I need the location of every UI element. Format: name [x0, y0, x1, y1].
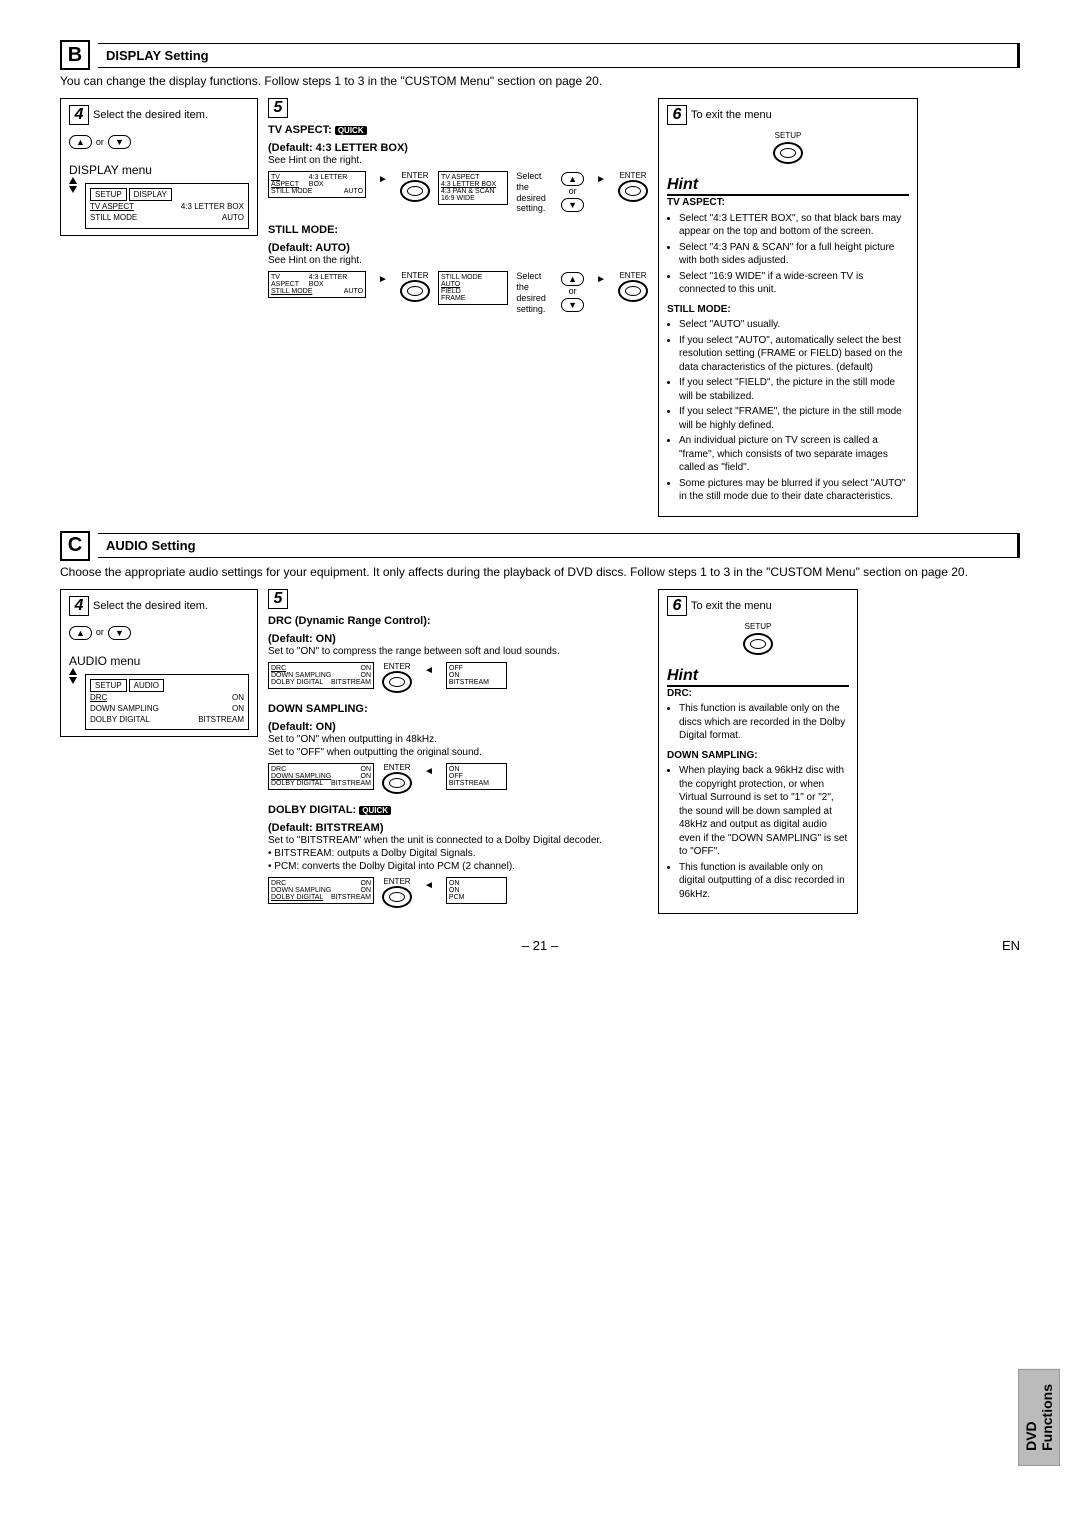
- step4c-text: Select the desired item.: [93, 600, 208, 612]
- arrow-left-icon: [420, 877, 438, 891]
- hint-title-c: Hint: [667, 667, 698, 685]
- section-title-c: AUDIO Setting: [98, 533, 1020, 558]
- hint-box-b: Hint TV ASPECT: Select "4:3 LETTER BOX",…: [658, 170, 918, 517]
- enter-button-icon: [382, 886, 412, 908]
- step4c-num: 4: [69, 596, 89, 616]
- step6-text: To exit the menu: [691, 109, 772, 121]
- section-title-b: DISPLAY Setting: [98, 43, 1020, 68]
- step5-num: 5: [268, 98, 288, 118]
- down-icon: ▼: [108, 626, 131, 640]
- step4-box: 4 Select the desired item. ▲ or ▼ DISPLA…: [60, 98, 258, 236]
- step4-text: Select the desired item.: [93, 109, 208, 121]
- step6c-num: 6: [667, 596, 687, 616]
- dolby-block: DOLBY DIGITAL: QUICK (Default: BITSTREAM…: [268, 804, 648, 908]
- enter-button-icon: [382, 772, 412, 794]
- display-menu-title: DISPLAY menu: [69, 163, 249, 177]
- quick-badge: QUICK: [335, 126, 367, 135]
- section-b-columns: 4 Select the desired item. ▲ or ▼ DISPLA…: [60, 98, 1020, 517]
- still-mode-menu: TV ASPECT4:3 LETTER BOX STILL MODEAUTO: [268, 271, 366, 298]
- down-icon: ▼: [108, 135, 131, 149]
- quick-badge: QUICK: [359, 806, 391, 815]
- step5-col: 5 TV ASPECT: QUICK (Default: 4:3 LETTER …: [268, 98, 648, 324]
- updown-icon: [69, 668, 77, 684]
- section-letter-c: C: [60, 531, 90, 561]
- dolby-options: ON ON PCM: [446, 877, 507, 904]
- drc-menu: DRCON DOWN SAMPLINGON DOLBY DIGITALBITST…: [268, 662, 374, 689]
- drc-options: OFF ON BITSTREAM: [446, 662, 507, 689]
- page-en: EN: [1002, 938, 1020, 953]
- arrow-right-icon: [592, 271, 610, 285]
- down-icon: ▼: [561, 198, 584, 212]
- down-menu: DRCON DOWN SAMPLINGON DOLBY DIGITALBITST…: [268, 763, 374, 790]
- still-mode-options: STILL MODE AUTO FIELD FRAME: [438, 271, 508, 305]
- enter-button-icon: [618, 280, 648, 302]
- drc-block: DRC (Dynamic Range Control): (Default: O…: [268, 615, 648, 693]
- step6c-hint-col: 6 To exit the menu SETUP Hint DRC: This …: [658, 589, 858, 915]
- step5c-col: 5 DRC (Dynamic Range Control): (Default:…: [268, 589, 648, 918]
- section-c-header: C AUDIO Setting: [60, 531, 1020, 561]
- section-c-intro: Choose the appropriate audio settings fo…: [60, 565, 1020, 579]
- enter-button-icon: [382, 671, 412, 693]
- or-label: or: [96, 137, 104, 148]
- step6-hint-col: 6 To exit the menu SETUP Hint TV ASPECT:…: [658, 98, 918, 517]
- arrow-left-icon: [420, 763, 438, 777]
- tv-aspect-menu: TV ASPECT4:3 LETTER BOX STILL MODEAUTO: [268, 171, 366, 198]
- dolby-menu: DRCON DOWN SAMPLINGON DOLBY DIGITALBITST…: [268, 877, 374, 904]
- step4-num: 4: [69, 105, 89, 125]
- hint-title: Hint: [667, 176, 698, 194]
- audio-menu-title: AUDIO menu: [69, 654, 249, 668]
- enter-button-icon: [400, 180, 430, 202]
- step6-box: 6 To exit the menu SETUP: [658, 98, 918, 170]
- step4c-box: 4 Select the desired item. ▲ or ▼ AUDIO …: [60, 589, 258, 738]
- down-options: ON OFF BITSTREAM: [446, 763, 507, 790]
- arrow-right-icon: [374, 271, 392, 285]
- updown-icon: [69, 177, 77, 193]
- display-menu: SETUPDISPLAY TV ASPECT4:3 LETTER BOX STI…: [85, 183, 249, 229]
- tv-aspect-block: TV ASPECT: QUICK (Default: 4:3 LETTER BO…: [268, 124, 648, 214]
- up-icon: ▲: [561, 272, 584, 286]
- arrow-left-icon: [420, 662, 438, 676]
- or-label: or: [96, 627, 104, 638]
- up-icon: ▲: [561, 172, 584, 186]
- enter-button-icon: [400, 280, 430, 302]
- audio-menu: SETUPAUDIO DRCON DOWN SAMPLINGON DOLBY D…: [85, 674, 249, 731]
- section-c-columns: 4 Select the desired item. ▲ or ▼ AUDIO …: [60, 589, 1020, 918]
- page-footer: – 21 – EN: [60, 938, 1020, 953]
- side-tab: DVD Functions: [1018, 1369, 1060, 1466]
- section-b-header: B DISPLAY Setting: [60, 40, 1020, 70]
- down-block: DOWN SAMPLING: (Default: ON) Set to "ON"…: [268, 703, 648, 794]
- tv-aspect-options: TV ASPECT 4:3 LETTER BOX 4:3 PAN & SCAN …: [438, 171, 508, 205]
- page-number: – 21 –: [522, 938, 558, 953]
- step6c-box: 6 To exit the menu SETUP: [658, 589, 858, 661]
- up-icon: ▲: [69, 135, 92, 149]
- still-mode-block: STILL MODE: (Default: AUTO) See Hint on …: [268, 224, 648, 314]
- hint-box-c: Hint DRC: This function is available onl…: [658, 661, 858, 915]
- step5c-num: 5: [268, 589, 288, 609]
- arrow-right-icon: [592, 171, 610, 185]
- step6c-text: To exit the menu: [691, 600, 772, 612]
- arrow-right-icon: [374, 171, 392, 185]
- step6-num: 6: [667, 105, 687, 125]
- section-letter-b: B: [60, 40, 90, 70]
- section-b-intro: You can change the display functions. Fo…: [60, 74, 1020, 88]
- up-icon: ▲: [69, 626, 92, 640]
- setup-button-icon: [773, 142, 803, 164]
- enter-button-icon: [618, 180, 648, 202]
- setup-button-icon: [743, 633, 773, 655]
- down-icon: ▼: [561, 298, 584, 312]
